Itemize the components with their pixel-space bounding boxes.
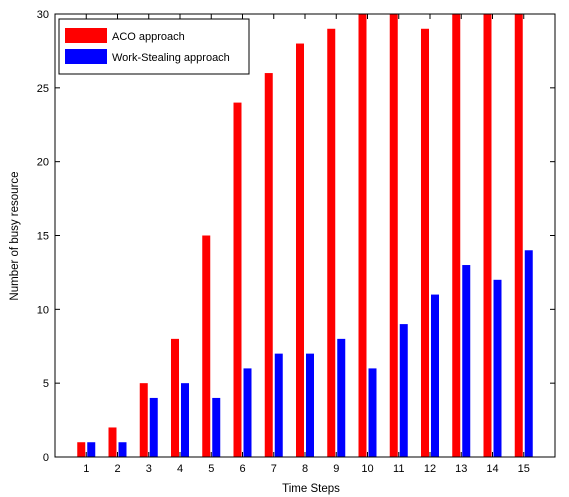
- y-axis: 0 5 10 15 20 25 30: [37, 9, 555, 464]
- work-stealing-bar-11: [399, 324, 408, 457]
- work-stealing-bar-4: [181, 383, 189, 457]
- legend-label: ACO approach: [112, 31, 185, 43]
- aco-bar-10: [358, 14, 367, 457]
- work-stealing-bar-14: [493, 279, 502, 457]
- legend: ACO approach Work-Stealing approach: [58, 18, 250, 75]
- work-stealing-bar-12: [431, 294, 439, 457]
- work-stealing-bar-7: [274, 353, 283, 457]
- aco-bar-3: [139, 383, 148, 457]
- work-stealing-bar-3: [149, 397, 158, 457]
- x-tick-label: 13: [455, 463, 467, 475]
- aco-bar-5: [202, 235, 211, 457]
- x-tick-label: 14: [486, 463, 498, 475]
- x-tick-label: 1: [83, 463, 89, 475]
- legend-label: Work-Stealing approach: [112, 52, 230, 64]
- aco-bar-9: [327, 28, 336, 458]
- aco-bar-4: [171, 338, 179, 457]
- x-tick-label: 12: [424, 463, 436, 475]
- x-tick-label: 6: [239, 463, 245, 475]
- aco-bar-8: [296, 43, 304, 458]
- aco-bar-13: [452, 14, 461, 457]
- plot-area: [54, 13, 556, 458]
- aco-bar-11: [389, 14, 398, 457]
- y-tick-label: 10: [37, 304, 49, 316]
- aco-bar-2: [108, 427, 117, 457]
- work-stealing-bar-8: [306, 353, 314, 457]
- work-stealing-bar-5: [212, 397, 221, 457]
- work-stealing-bar-10: [368, 368, 377, 457]
- x-tick-label: 2: [114, 463, 120, 475]
- x-tick-label: 10: [361, 463, 373, 475]
- legend-box: [58, 18, 250, 75]
- aco-bar-7: [264, 73, 273, 458]
- aco-bar-12: [421, 28, 429, 458]
- x-axis-label: Time Steps: [282, 483, 340, 495]
- x-axis: 1 2 3 4 5 6 7 8 9 10 11 12 13 14 15: [83, 14, 530, 475]
- legend-swatch: [65, 49, 107, 64]
- x-tick-label: 15: [518, 463, 530, 475]
- y-tick-label: 25: [37, 83, 49, 95]
- y-tick-label: 5: [43, 378, 49, 390]
- x-tick-label: 9: [333, 463, 339, 475]
- work-stealing-bar-1: [87, 442, 96, 457]
- x-tick-label: 5: [208, 463, 214, 475]
- work-stealing-bar-6: [243, 368, 252, 457]
- y-tick-label: 15: [37, 231, 49, 243]
- aco-bar-14: [483, 14, 492, 457]
- y-tick-label: 20: [37, 157, 49, 169]
- legend-swatch: [65, 28, 107, 43]
- x-tick-label: 11: [393, 463, 404, 475]
- work-stealing-bar-9: [337, 338, 346, 457]
- y-axis-label: Number of busy resource: [9, 171, 21, 300]
- work-stealing-bar-15: [524, 250, 533, 457]
- aco-bar-15: [514, 14, 523, 457]
- x-tick-label: 3: [146, 463, 152, 475]
- work-stealing-bar-2: [118, 442, 127, 457]
- x-tick-label: 8: [302, 463, 308, 475]
- x-tick-label: 7: [271, 463, 277, 475]
- y-tick-label: 0: [43, 452, 49, 464]
- aco-bar-6: [233, 102, 242, 457]
- y-tick-label: 30: [37, 9, 49, 21]
- aco-bar-1: [77, 442, 86, 457]
- x-tick-label: 4: [177, 463, 183, 475]
- axes-box: [54, 13, 556, 458]
- work-stealing-bar-13: [462, 265, 471, 457]
